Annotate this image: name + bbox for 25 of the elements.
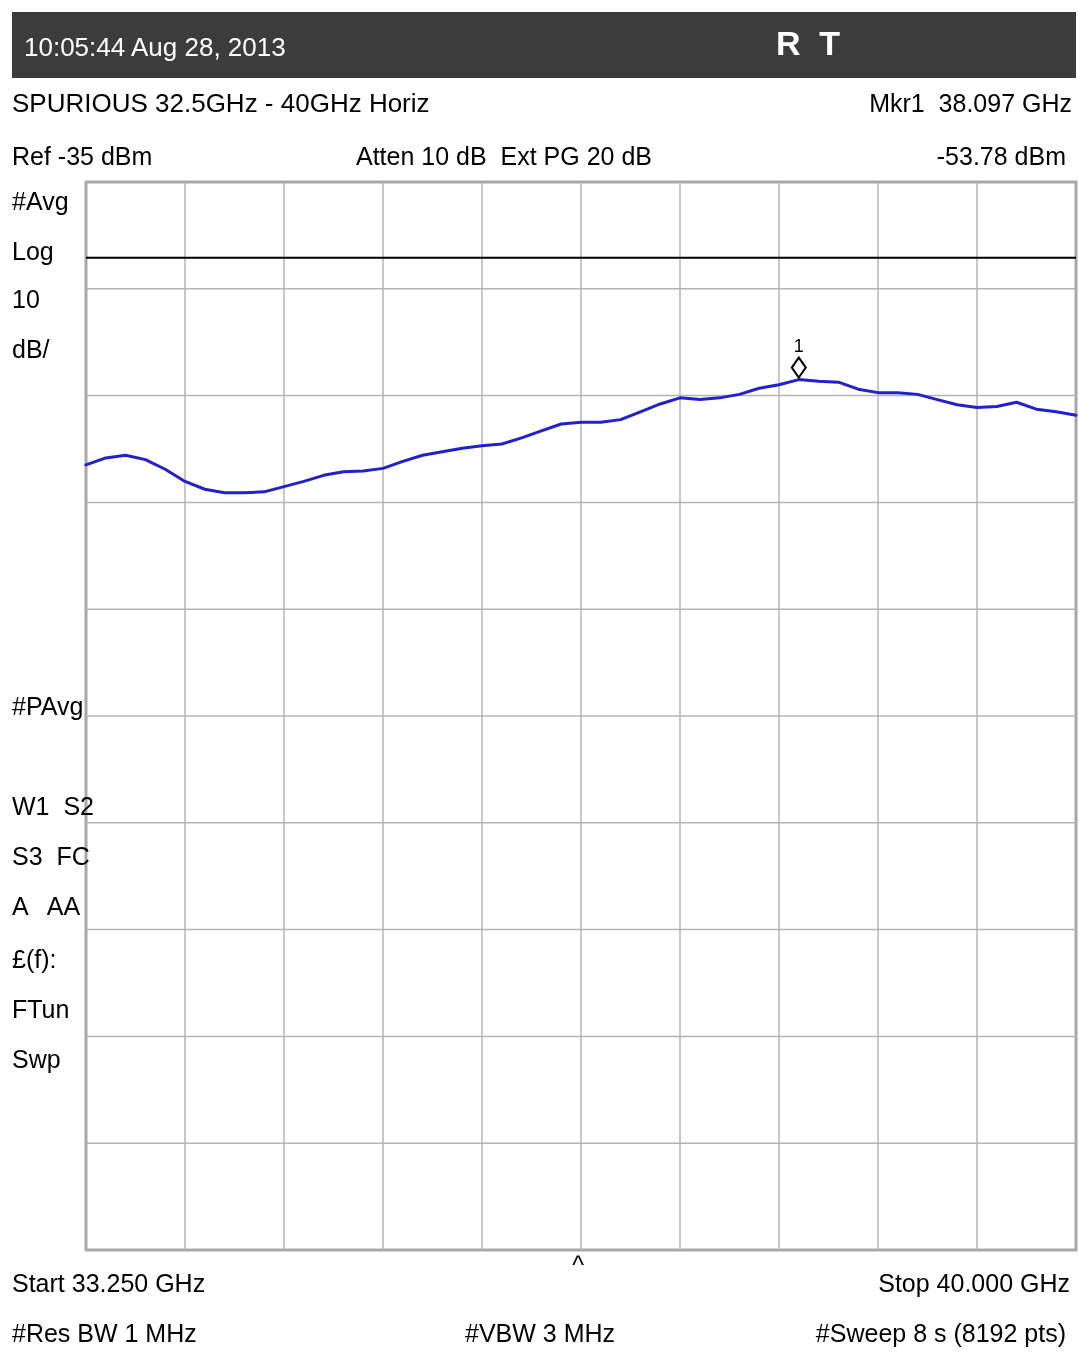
text: Atten 10 dB Ext PG 20 dB xyxy=(356,142,653,170)
text: Ref -35 dBm xyxy=(12,142,153,170)
text: £(f): xyxy=(12,945,57,973)
text: -53.78 dBm xyxy=(936,142,1066,170)
text: A AA xyxy=(12,892,81,920)
text: Stop 40.000 GHz xyxy=(878,1269,1070,1297)
text: Start 33.250 GHz xyxy=(12,1269,206,1297)
text: dB/ xyxy=(12,335,50,363)
text: Mkr1 38.097 GHz xyxy=(869,89,1072,117)
text: #Sweep 8 s (8192 pts) xyxy=(815,1319,1066,1347)
chart-title: 10:05:44 Aug 28, 2013 xyxy=(24,32,286,62)
text: Swp xyxy=(12,1045,61,1073)
text: #Res BW 1 MHz xyxy=(12,1319,197,1347)
text: Log xyxy=(12,237,54,265)
text: 1 xyxy=(793,335,804,356)
annotation: S3 FC xyxy=(12,842,90,870)
text: #Avg xyxy=(12,187,69,215)
text: #VBW 3 MHz xyxy=(464,1319,616,1347)
text: ^ xyxy=(572,1251,585,1279)
text: FTun xyxy=(12,995,70,1023)
text: #PAvg xyxy=(12,692,84,720)
text: 10 xyxy=(12,285,40,313)
chart-subtitle: SPURIOUS 32.5GHz - 40GHz Horiz xyxy=(12,88,430,118)
annotation: W1 S2 xyxy=(12,792,94,820)
text: R T xyxy=(775,24,841,62)
